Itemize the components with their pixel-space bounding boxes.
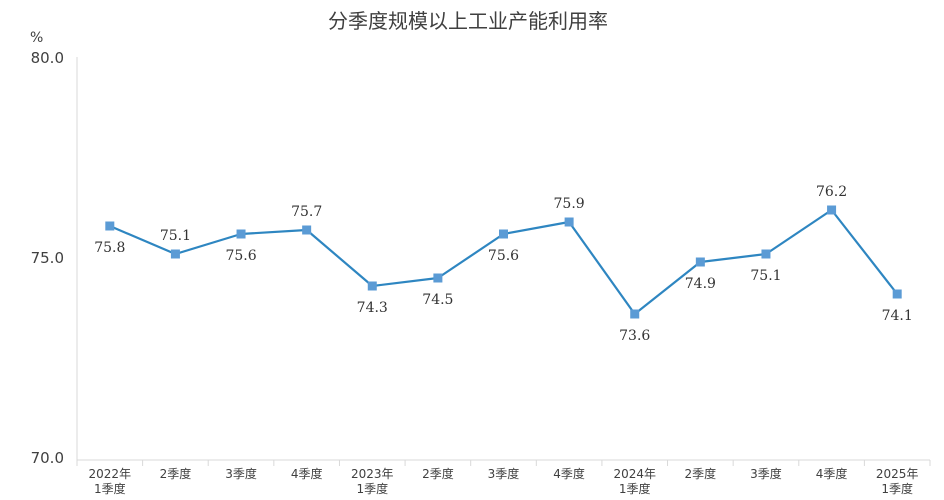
x-tick-label: 4季度: [553, 466, 585, 481]
x-tick-label: 4季度: [291, 466, 323, 481]
data-labels: 75.8 75.1 75.6 75.7 74.3 74.5 75.6 75.9 73.6 74.9…: [94, 184, 913, 344]
data-point-marker: [892, 289, 902, 299]
x-tick-label-line: 1季度: [619, 481, 651, 496]
x-tick-label: 2季度: [160, 466, 192, 481]
y-tick-label: 70.0: [31, 449, 64, 467]
data-label: 74.5: [422, 292, 453, 308]
x-tick-label: 2022年 1季度: [89, 467, 132, 496]
data-label: 73.6: [619, 328, 650, 344]
x-tick-label: 2025年 1季度: [876, 467, 919, 496]
data-markers: [105, 205, 902, 319]
x-tick-label: 3季度: [488, 466, 520, 481]
data-point-marker: [564, 217, 574, 227]
x-tick-label-line: 2024年: [613, 467, 656, 481]
data-point-marker: [499, 229, 508, 239]
x-tick-label: 3季度: [225, 466, 257, 481]
data-label: 75.9: [554, 196, 585, 212]
data-label: 74.9: [685, 276, 716, 292]
data-point-marker: [367, 281, 377, 291]
data-label: 74.1: [882, 308, 913, 324]
data-point-marker: [827, 205, 837, 215]
data-label: 75.7: [291, 204, 322, 220]
data-point-marker: [236, 229, 246, 239]
chart-title: 分季度规模以上工业产能利用率: [328, 9, 608, 33]
y-tick-labels: 70.0 75.0 80.0: [31, 49, 64, 467]
data-label: 75.6: [488, 248, 519, 264]
x-tick-label-line: 2025年: [876, 467, 919, 481]
y-tick-label: 75.0: [31, 249, 64, 267]
data-point-marker: [761, 249, 771, 259]
data-point-marker: [105, 221, 115, 231]
data-label: 75.6: [225, 248, 256, 264]
x-tick-label: 2季度: [685, 466, 717, 481]
x-tick-label-line: 2023年: [351, 467, 394, 481]
y-tick-label: 80.0: [31, 49, 64, 67]
x-tick-label-line: 1季度: [94, 481, 126, 496]
data-point-marker: [170, 249, 180, 259]
data-label: 75.1: [160, 228, 191, 244]
x-tick-label: 4季度: [816, 466, 848, 481]
data-point-marker: [630, 309, 640, 319]
x-tick-label: 3季度: [750, 466, 782, 481]
x-tick-label-line: 1季度: [881, 481, 913, 496]
x-tick-label-line: 1季度: [356, 481, 388, 496]
x-tick-label-line: 2022年: [89, 467, 132, 481]
data-point-marker: [302, 225, 312, 235]
data-label: 75.8: [94, 240, 125, 256]
data-label: 76.2: [816, 184, 847, 200]
x-tick-label: 2023年 1季度: [351, 467, 394, 496]
data-point-marker: [433, 273, 443, 283]
y-axis-unit: %: [30, 30, 43, 46]
x-tick-label: 2季度: [422, 466, 454, 481]
data-point-marker: [695, 257, 705, 267]
x-tick-label: 2024年 1季度: [613, 467, 656, 496]
data-label: 74.3: [357, 300, 388, 316]
data-label: 75.1: [750, 268, 781, 284]
